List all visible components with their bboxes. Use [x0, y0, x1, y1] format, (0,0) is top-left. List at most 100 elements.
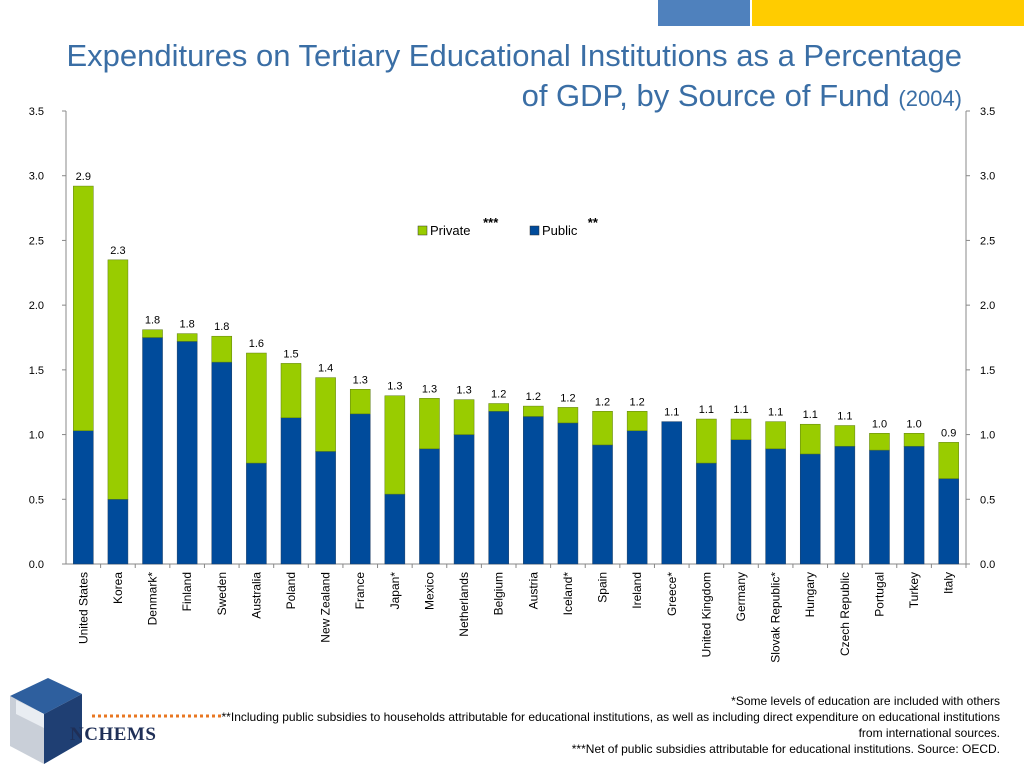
bar-private: [315, 377, 336, 452]
data-label: 1.8: [214, 321, 229, 333]
title-main: Expenditures on Tertiary Educational Ins…: [66, 38, 962, 113]
bar-public: [488, 411, 509, 565]
data-label: 1.3: [387, 381, 402, 393]
data-label: 1.2: [526, 391, 541, 403]
x-tick-label: Italy: [942, 572, 956, 594]
y-tick-label-right: 3.5: [980, 106, 995, 118]
x-tick-label: Netherlands: [457, 572, 471, 637]
bar-public: [696, 462, 717, 565]
bar-public: [349, 413, 371, 565]
x-tick-label: Czech Republic: [838, 572, 852, 656]
data-label: 1.1: [733, 404, 748, 416]
data-label: 1.1: [699, 404, 714, 416]
bar-public: [107, 499, 129, 565]
legend-label: Private: [430, 223, 470, 238]
bar-public: [799, 453, 821, 565]
data-label: 1.1: [837, 411, 852, 423]
data-label: 1.0: [906, 418, 921, 430]
data-label: 1.1: [803, 409, 818, 421]
bar-public: [419, 448, 440, 565]
x-tick-label: Korea: [111, 572, 125, 604]
bar-private: [211, 335, 233, 363]
bar-private: [730, 418, 752, 440]
bar-private: [107, 259, 129, 500]
data-label: 1.3: [353, 374, 368, 386]
data-label: 1.8: [145, 315, 160, 327]
header-bar-yellow: [752, 0, 1024, 26]
bar-private: [765, 421, 786, 450]
x-tick-label: Japan*: [388, 572, 402, 610]
bar-private: [419, 398, 440, 450]
logo-text: NCHEMS: [70, 724, 157, 745]
title-year: (2004): [898, 86, 962, 111]
chart-bars: [73, 185, 959, 565]
bar-public: [523, 416, 544, 565]
data-label: 1.8: [180, 319, 195, 331]
x-tick-label: Portugal: [872, 572, 886, 617]
y-tick-label-left: 2.0: [29, 300, 44, 312]
bar-private: [834, 425, 856, 447]
bar-public: [211, 361, 233, 565]
chart-labels: 2.9 United States 2.3 Korea 1.8 Denmark* 1.8 Fi…: [76, 171, 957, 663]
data-label: 1.1: [768, 407, 783, 419]
data-label: 1.2: [560, 392, 575, 404]
y-tick-label-right: 1.5: [980, 365, 995, 377]
legend-marker: ***: [483, 215, 499, 230]
y-tick-label-right: 0.5: [980, 494, 995, 506]
bar-public: [592, 444, 613, 565]
data-label: 1.2: [630, 396, 645, 408]
x-tick-label: Australia: [249, 572, 263, 619]
bar-public: [280, 417, 302, 565]
x-tick-label: Mexico: [422, 572, 436, 610]
data-label: 2.9: [76, 171, 91, 183]
bar-public: [73, 430, 94, 565]
legend-swatch: [529, 225, 540, 236]
bar-public: [176, 341, 198, 565]
bar-private: [349, 389, 371, 415]
header-bar-blue: [658, 0, 750, 26]
bar-private: [246, 352, 267, 464]
y-tick-label-left: 3.0: [29, 171, 44, 183]
bar-private: [592, 411, 613, 446]
x-tick-label: Hungary: [803, 572, 817, 617]
x-tick-label: Germany: [734, 572, 748, 621]
footnote-1: *Some levels of education are included w…: [731, 694, 1000, 708]
y-tick-label-left: 2.5: [29, 235, 44, 247]
y-tick-label-left: 3.5: [29, 106, 44, 118]
data-label: 1.4: [318, 363, 333, 375]
data-label: 1.5: [283, 348, 298, 360]
bar-private: [73, 185, 94, 431]
chart-legend: Private *** Public **: [417, 215, 599, 238]
bar-public: [246, 462, 267, 565]
bar-public: [730, 439, 752, 565]
bar-public: [938, 478, 959, 565]
data-label: 2.3: [110, 245, 125, 257]
y-tick-label-right: 1.0: [980, 430, 995, 442]
bar-public: [869, 449, 890, 565]
legend-marker: **: [588, 215, 599, 230]
x-tick-label: Iceland*: [561, 572, 575, 616]
x-tick-label: Greece*: [665, 572, 679, 616]
x-tick-label: France: [353, 572, 367, 610]
x-tick-label: Poland: [284, 572, 298, 609]
x-tick-label: Turkey: [907, 572, 921, 608]
bar-private: [488, 403, 509, 412]
bar-private: [384, 395, 406, 495]
bar-public: [626, 430, 648, 565]
bar-private: [142, 329, 163, 338]
legend-label: Public: [542, 223, 578, 238]
bar-private: [453, 399, 475, 435]
y-tick-label-left: 1.5: [29, 365, 44, 377]
bar-public: [142, 337, 163, 565]
bar-public: [384, 493, 406, 565]
bar-public: [834, 445, 856, 565]
bar-private: [523, 405, 544, 417]
slide-title: Expenditures on Tertiary Educational Ins…: [62, 36, 962, 119]
stacked-bar-chart: 0.0 0.0 0.5 0.5 1.0 1.0 1.5 1.5 2.0 2.0 2.5 2.5 3.0 3…: [29, 106, 996, 663]
data-label: 1.6: [249, 338, 264, 350]
x-tick-label: Finland: [180, 572, 194, 611]
data-label: 1.2: [595, 396, 610, 408]
y-tick-label-right: 2.0: [980, 300, 995, 312]
data-label: 1.2: [491, 389, 506, 401]
x-tick-label: Belgium: [492, 572, 506, 615]
